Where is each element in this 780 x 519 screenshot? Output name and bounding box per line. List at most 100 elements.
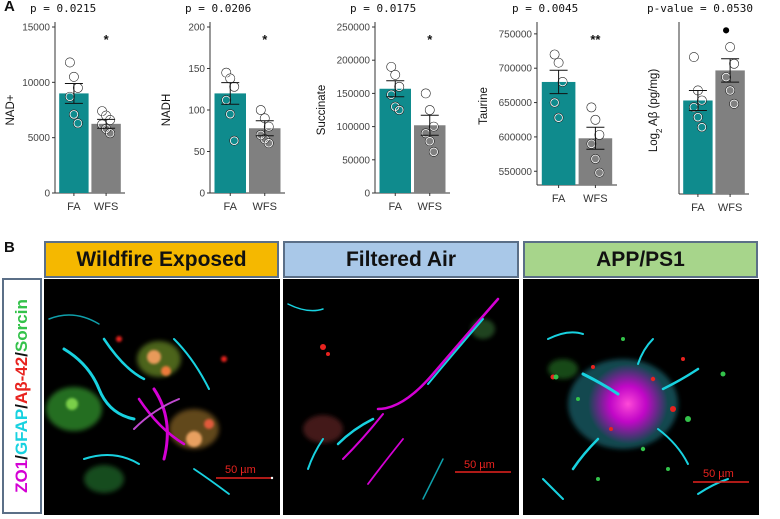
data-point-outline [263,121,274,132]
chart-log2-abeta: p-value = 0.0530 Log2 Aβ (pg/mg) FA WFS [647,2,753,214]
data-point-outline [594,129,605,140]
x-tick-label: FA [552,193,566,205]
header-app-ps1: APP/PS1 [523,241,758,278]
data-point [221,68,231,78]
bar-wfs [249,128,281,193]
y-axis-label: Taurine [478,87,490,125]
data-point [729,59,739,69]
data-point-outline [65,57,75,68]
data-point [225,109,235,119]
data-point-outline [424,105,435,115]
p-value-label: p = 0.0206 [185,2,251,15]
x-tick-label: FA [224,201,238,213]
data-point-outline [255,105,266,115]
data-point [69,72,79,82]
scale-bar-label: 50 µm [464,459,495,471]
data-point [229,136,239,146]
data-point-outline [428,121,439,132]
chart-taurine: p = 0.0045 550000 600000 650000 700000 750000… [478,2,617,205]
scale-bar-label: 50 µm [703,468,734,480]
y-tick-label: 550000 [499,167,533,178]
data-point [65,57,75,67]
panel-b-label: B [4,239,15,256]
y-tick-label: 50000 [342,155,370,166]
data-point [421,88,431,98]
data-point [390,70,400,80]
data-point-outline [729,58,739,69]
data-point-outline [549,97,560,108]
data-point-outline [553,112,564,123]
y-axis-label: NAD+ [5,94,17,125]
data-point [723,27,730,34]
data-point-outline [553,57,564,68]
y-tick-label: 250000 [337,23,371,34]
y-tick-label: 650000 [499,98,533,109]
micrograph-app-ps1: 50 µm [523,279,759,515]
data-point-outline [225,109,236,120]
y-tick-label: 0 [199,189,205,200]
y-tick-label: 200000 [337,56,371,67]
data-point-outline [420,128,431,139]
significance-marker: ** [590,32,601,47]
stain-zo1: ZO1 [12,459,31,493]
micrograph-filtered-air: 50 µm [283,279,519,515]
p-value-label: p-value = 0.0530 [647,2,753,15]
x-tick-label: FA [67,201,81,213]
chart-nadh: p = 0.0206 0 50 100 150 200 NADH FA WFS * [161,2,285,213]
data-point-outline [725,42,735,52]
data-point-outline [424,136,435,147]
data-point-outline [689,102,699,113]
data-point [429,147,439,157]
p-value-label: p = 0.0215 [30,2,96,15]
stain-label: ZO1/GFAP/Aβ-42/Sorcin [2,278,42,514]
data-point [554,113,564,123]
data-point-outline [697,95,707,106]
y-tick-label: 700000 [499,64,533,75]
data-point [229,82,239,92]
y-tick-label: 15000 [22,23,50,34]
data-point [425,105,435,115]
data-point-outline [229,81,240,92]
chart-succinate: p = 0.0175 0 50000 100000 150000 200000 250000… [316,2,450,213]
data-point-outline [390,69,401,80]
data-point [256,105,266,115]
data-point [594,130,604,140]
y-axis-label: Succinate [316,85,328,136]
data-point-outline [69,71,79,82]
x-tick-label: WFS [94,201,118,213]
y-tick-label: 5000 [28,133,51,144]
data-point-outline [229,135,240,146]
y-axis-label: NADH [161,94,173,127]
stain-gfap: GFAP [12,408,31,456]
stain-sorcin: Sorcin [12,299,31,353]
data-point [105,128,115,138]
data-point-outline [689,52,699,62]
data-point-outline [594,167,605,178]
data-point-outline [73,118,83,129]
data-point-outline [557,77,568,87]
y-tick-label: 100 [188,106,205,117]
data-point-outline [394,81,405,92]
data-point [386,62,396,72]
y-tick-label: 200 [188,23,205,34]
data-point-outline [105,115,115,125]
data-point-outline [420,88,431,99]
x-tick-label: FA [389,201,403,213]
stain-slash-1: / [12,455,31,460]
header-wildfire-exposed: Wildfire Exposed [44,241,279,278]
data-point [425,136,435,146]
data-point [725,42,735,52]
data-point [590,154,600,164]
data-point-outline [693,112,703,123]
stain-slash-2: / [12,404,31,409]
data-point-outline [725,85,735,96]
data-point [550,98,560,108]
y-tick-label: 0 [364,189,370,200]
y-tick-label: 750000 [499,29,533,40]
bar-wfs [715,70,745,194]
x-tick-label: WFS [418,201,442,213]
data-point [73,118,83,128]
data-point-outline [386,61,397,72]
significance-marker: * [262,32,268,47]
data-point [590,115,600,125]
